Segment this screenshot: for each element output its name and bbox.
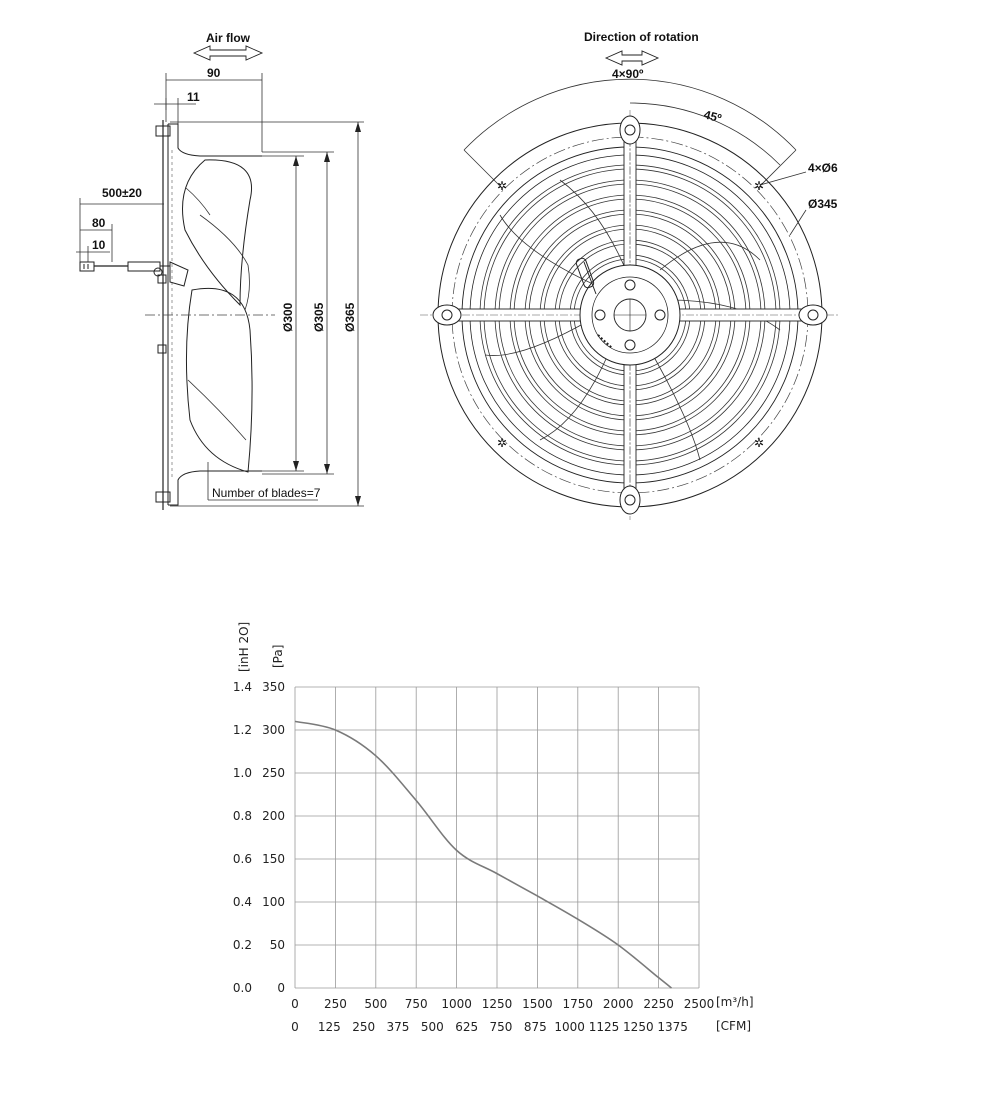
fan-blades-side xyxy=(182,159,253,473)
x-tick-label: 1000 xyxy=(441,997,472,1011)
svg-text:✲: ✲ xyxy=(754,179,764,193)
y-tick-label: 200 xyxy=(262,809,285,823)
dia-365-label: Ø365 xyxy=(343,302,357,332)
x2-tick-label: 1375 xyxy=(657,1020,688,1034)
y-tick-label: 100 xyxy=(262,895,285,909)
holes-leader xyxy=(759,171,807,186)
motor-hub xyxy=(575,257,681,366)
x2-tick-label: 625 xyxy=(455,1020,478,1034)
holes-label: 4×Ø6 xyxy=(808,161,838,175)
y2-tick-label: 0.6 xyxy=(233,852,252,866)
x2-tick-label: 750 xyxy=(490,1020,513,1034)
dia-365-dimension: Ø365 xyxy=(170,121,364,507)
cable-gland xyxy=(153,261,189,287)
x2-axis-label: [CFM] xyxy=(716,1019,751,1033)
y-tick-labels: 0 50 100 150 200 250 300 350 xyxy=(262,680,285,995)
dia-305-dimension: Ø305 xyxy=(262,151,334,475)
y2-tick-labels: 0.0 0.2 0.4 0.6 0.8 1.0 1.2 1.4 xyxy=(233,680,252,995)
y2-tick-label: 1.4 xyxy=(233,680,252,694)
x2-tick-label: 1250 xyxy=(623,1020,654,1034)
dim-80-label: 80 xyxy=(92,216,106,230)
y-tick-label: 350 xyxy=(262,680,285,694)
x-axis-label: [m³/h] xyxy=(716,995,754,1009)
angle-45-label: 45º xyxy=(702,107,723,125)
bolt-circle-label: Ø345 xyxy=(808,197,838,211)
mounting-hole-icon: ✲ ✲ ✲ ✲ xyxy=(497,179,764,450)
front-view: Direction of rotation 4×90º 45º xyxy=(420,30,840,520)
dia-305-label: Ø305 xyxy=(312,302,326,332)
x2-tick-label: 1125 xyxy=(589,1020,620,1034)
performance-curve xyxy=(294,720,673,989)
x-tick-label: 1250 xyxy=(482,997,513,1011)
x-tick-label: 250 xyxy=(324,997,347,1011)
svg-text:✲: ✲ xyxy=(497,179,507,193)
dim-90-label: 90 xyxy=(207,66,221,80)
x-tick-label: 0 xyxy=(291,997,299,1011)
x2-tick-label: 1000 xyxy=(554,1020,585,1034)
x-tick-label: 1750 xyxy=(563,997,594,1011)
x-tick-label: 1500 xyxy=(522,997,553,1011)
curve-points xyxy=(294,721,672,989)
x2-tick-label: 125 xyxy=(318,1020,341,1034)
x-tick-label: 2000 xyxy=(603,997,634,1011)
y-tick-label: 0 xyxy=(277,981,285,995)
rotation-arrow-icon xyxy=(604,50,660,66)
y-tick-label: 250 xyxy=(262,766,285,780)
y2-tick-label: 0.2 xyxy=(233,938,252,952)
dim-cable-label: 500±20 xyxy=(102,186,142,200)
y-tick-label: 150 xyxy=(262,852,285,866)
x2-tick-labels: 0 125 250 375 500 625 750 875 1000 1125 1250 1375 xyxy=(291,1020,688,1034)
dim-10-label: 10 xyxy=(92,238,106,252)
y-tick-label: 50 xyxy=(270,938,285,952)
x2-tick-label: 500 xyxy=(421,1020,444,1034)
blades-note: Number of blades=7 xyxy=(212,486,321,500)
y-tick-label: 300 xyxy=(262,723,285,737)
dim-11-label: 11 xyxy=(187,90,200,104)
performance-chart: 0 50 100 150 200 250 300 350 0.0 0.2 0.4 0.6 0.8 1.0… xyxy=(233,622,754,1034)
angle-45-arc xyxy=(629,102,781,166)
rotation-label: Direction of rotation xyxy=(584,30,699,44)
dia-300-label: Ø300 xyxy=(281,302,295,332)
y2-tick-label: 1.2 xyxy=(233,723,252,737)
air-flow-label: Air flow xyxy=(206,31,251,45)
x2-tick-label: 875 xyxy=(524,1020,547,1034)
x-tick-label: 2250 xyxy=(643,997,674,1011)
mounting-foot-icon xyxy=(432,115,828,515)
x2-tick-label: 250 xyxy=(352,1020,375,1034)
svg-text:✲: ✲ xyxy=(754,436,764,450)
side-bolt-icon xyxy=(155,125,171,503)
svg-text:✲: ✲ xyxy=(497,436,507,450)
angle-4x90-arc xyxy=(463,78,797,151)
chart-grid xyxy=(294,686,700,989)
x2-tick-label: 0 xyxy=(291,1020,299,1034)
fan-blades-front xyxy=(484,179,781,461)
y2-tick-label: 0.4 xyxy=(233,895,252,909)
air-flow-arrow-icon xyxy=(192,45,264,61)
angle-4x90-label: 4×90º xyxy=(612,67,644,81)
x-tick-labels: 0 250 500 750 1000 1250 1500 1750 2000 2250 2500 xyxy=(291,997,714,1011)
y-axis-label: [Pa] xyxy=(271,645,285,668)
side-view: Air flow 90 11 xyxy=(76,31,364,510)
dia-300-dimension: Ø300 xyxy=(262,155,304,472)
bolt-circle-leader xyxy=(789,209,807,236)
cable-connector-icon xyxy=(79,261,170,272)
x-tick-label: 2500 xyxy=(684,997,715,1011)
y2-tick-label: 0.0 xyxy=(233,981,252,995)
x-tick-label: 500 xyxy=(364,997,387,1011)
x-tick-label: 750 xyxy=(405,997,428,1011)
y2-axis-label: [inH 2O] xyxy=(237,622,251,672)
y2-tick-label: 0.8 xyxy=(233,809,252,823)
y2-tick-label: 1.0 xyxy=(233,766,252,780)
x2-tick-label: 375 xyxy=(387,1020,410,1034)
